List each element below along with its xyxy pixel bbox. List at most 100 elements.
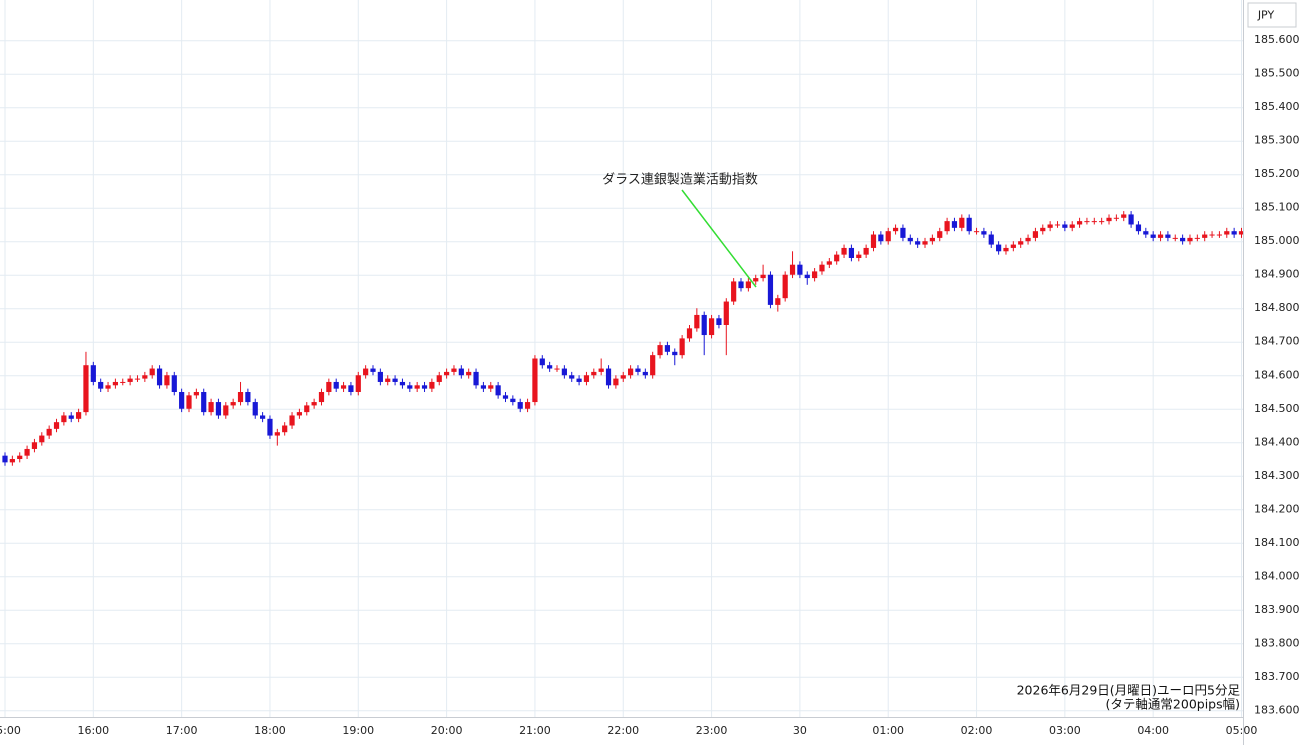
y-tick-label: 185.600 <box>1254 33 1300 46</box>
candle-body <box>679 338 685 356</box>
candle-body <box>98 381 104 389</box>
y-tick-label: 184.900 <box>1254 268 1300 281</box>
candle-body <box>583 375 590 382</box>
candle-body <box>46 428 52 436</box>
candle-body <box>134 378 141 380</box>
candle-body <box>605 368 612 386</box>
candle-body <box>1099 221 1105 223</box>
candle-body <box>289 415 295 426</box>
candle-body <box>237 392 244 403</box>
candle-body <box>716 318 722 325</box>
y-tick-label: 185.400 <box>1254 100 1300 113</box>
candle-body <box>1180 237 1186 242</box>
candle-body <box>642 371 648 376</box>
candle-body <box>613 378 619 386</box>
candle-body <box>863 247 869 255</box>
candle-body <box>363 368 369 376</box>
candle-body <box>385 378 391 382</box>
candle-body <box>775 298 781 305</box>
candle-body <box>657 345 663 356</box>
x-tick-label: 18:00 <box>254 724 286 737</box>
candle-body <box>745 281 751 289</box>
candle-body <box>120 381 126 383</box>
y-tick-label: 185.500 <box>1254 67 1300 80</box>
x-tick-label: 17:00 <box>166 724 198 737</box>
candle-body <box>701 314 707 336</box>
candle-body <box>201 392 207 413</box>
x-tick-label: 04:00 <box>1137 724 1169 737</box>
x-tick-label: 16:00 <box>77 724 109 737</box>
x-tick-label: 02:00 <box>961 724 993 737</box>
candle-body <box>83 365 89 413</box>
candle-body <box>723 301 729 325</box>
candle-body <box>112 381 119 386</box>
candle-body <box>267 418 273 436</box>
candle-body <box>333 381 339 389</box>
candle-body <box>149 368 155 376</box>
candle-body <box>260 415 266 419</box>
candle-body <box>355 375 361 393</box>
candle-body <box>892 227 899 232</box>
candle-body <box>885 231 891 242</box>
y-tick-label: 183.600 <box>1254 703 1300 716</box>
candle-body <box>186 395 192 409</box>
candle-body <box>915 241 921 245</box>
candle-body <box>9 459 15 463</box>
candle-body <box>1091 221 1097 223</box>
candle-body <box>458 368 464 376</box>
candle-body <box>738 281 744 289</box>
candle-body <box>988 234 994 245</box>
candle-body <box>1128 214 1134 225</box>
candle-body <box>760 274 766 279</box>
candle-body <box>576 378 582 382</box>
candle-body <box>407 385 413 389</box>
candle-body <box>944 221 950 232</box>
x-tick-label: 05:00 <box>1226 724 1258 737</box>
x-tick-label: 23:00 <box>696 724 728 737</box>
candle-body <box>208 402 214 413</box>
candle-body <box>502 395 509 399</box>
y-tick-label: 185.300 <box>1254 134 1300 147</box>
plot-area <box>2 211 1243 466</box>
x-tick-label: 21:00 <box>519 724 551 737</box>
candle-body <box>510 398 516 403</box>
candle-body <box>1054 224 1061 226</box>
candle-body <box>444 371 450 376</box>
annotation-arrow <box>681 189 757 288</box>
candle-body <box>53 422 60 429</box>
y-tick-label: 183.700 <box>1254 670 1300 683</box>
candle-body <box>90 365 96 382</box>
candle-body <box>819 264 825 272</box>
x-tick-label: 30 <box>793 724 807 737</box>
y-tick-label: 184.300 <box>1254 469 1300 482</box>
candle-body <box>392 378 398 382</box>
candle-body <box>1062 224 1068 228</box>
candle-body <box>1238 231 1243 235</box>
y-tick-label: 184.600 <box>1254 368 1300 381</box>
candle-body <box>1150 234 1156 238</box>
candle-body <box>296 412 303 416</box>
candle-body <box>1172 237 1178 239</box>
candle-body <box>973 231 980 233</box>
x-tick-label: 20:00 <box>431 724 463 737</box>
candle-body <box>223 405 229 416</box>
candle-body <box>1165 234 1171 238</box>
candle-body <box>473 371 479 386</box>
candle-body <box>804 274 810 279</box>
candle-body <box>591 371 597 376</box>
candle-body <box>311 402 317 406</box>
unit-label: JPY <box>1257 9 1275 22</box>
candle-body <box>1069 224 1075 228</box>
candle-body <box>959 217 965 228</box>
candle-body <box>524 402 531 409</box>
candle-body <box>495 385 501 396</box>
candle-body <box>348 385 354 393</box>
candle-body <box>164 375 170 386</box>
candle-body <box>466 371 472 376</box>
candle-body <box>1157 234 1164 238</box>
candle-body <box>370 368 376 372</box>
candle-body <box>318 392 325 403</box>
candle-body <box>650 355 656 376</box>
candle-body <box>1025 237 1031 242</box>
